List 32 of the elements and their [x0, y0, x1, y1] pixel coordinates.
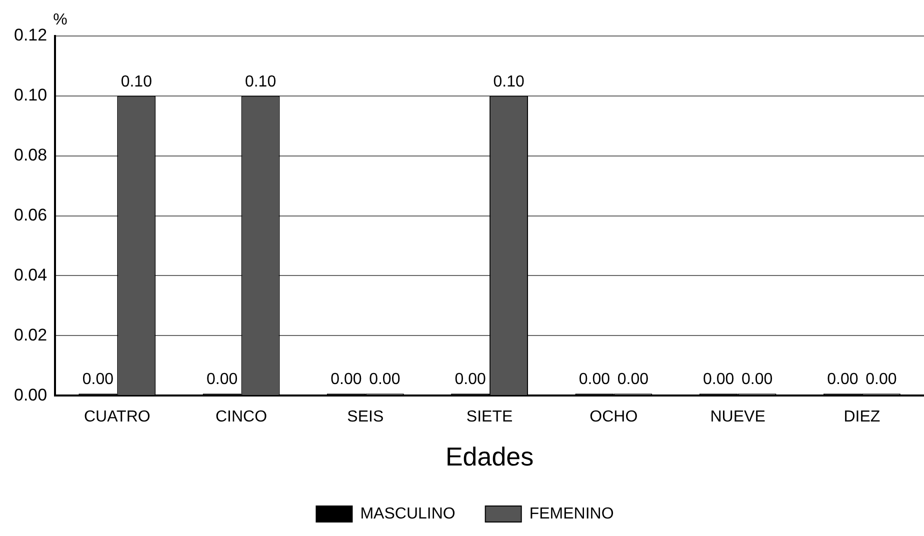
data-label: 0.00 — [578, 371, 610, 388]
data-label: 0.00 — [702, 371, 734, 388]
data-label: 0.00 — [454, 371, 486, 388]
data-label: 0.00 — [617, 371, 649, 388]
x-tick-label: CUATRO — [84, 408, 150, 426]
y-tick-label: 0.08 — [14, 146, 48, 165]
data-label: 0.10 — [493, 73, 524, 90]
data-label: 0.10 — [120, 73, 152, 90]
y-tick-label: 0.10 — [14, 86, 48, 105]
x-tick-label: SEIS — [347, 408, 384, 426]
y-tick-label: 0.06 — [14, 205, 48, 224]
data-label: 0.10 — [244, 73, 276, 90]
data-label: 0.00 — [827, 371, 858, 388]
data-label: 0.00 — [866, 371, 897, 388]
x-tick-label: SIETE — [466, 408, 513, 426]
data-label: 0.00 — [741, 371, 773, 388]
y-axis-title: % — [53, 11, 68, 28]
legend-label: FEMENINO — [529, 505, 614, 522]
data-label: 0.00 — [206, 371, 238, 388]
y-tick-label: 0.04 — [14, 265, 48, 284]
x-tick-label: NUEVE — [710, 408, 766, 426]
data-label: 0.00 — [82, 371, 114, 388]
data-label: 0.00 — [369, 371, 400, 388]
y-tick-label: 0.00 — [14, 385, 48, 404]
data-label: 0.00 — [330, 371, 362, 388]
x-tick-label: OCHO — [590, 408, 638, 426]
x-tick-label: DIEZ — [844, 408, 880, 426]
legend-label: MASCULINO — [360, 505, 456, 522]
x-axis-title: Edades — [445, 442, 534, 472]
x-tick-label: CINCO — [216, 408, 268, 426]
y-tick-label: 0.02 — [14, 325, 48, 344]
y-tick-label: 0.12 — [14, 26, 48, 45]
